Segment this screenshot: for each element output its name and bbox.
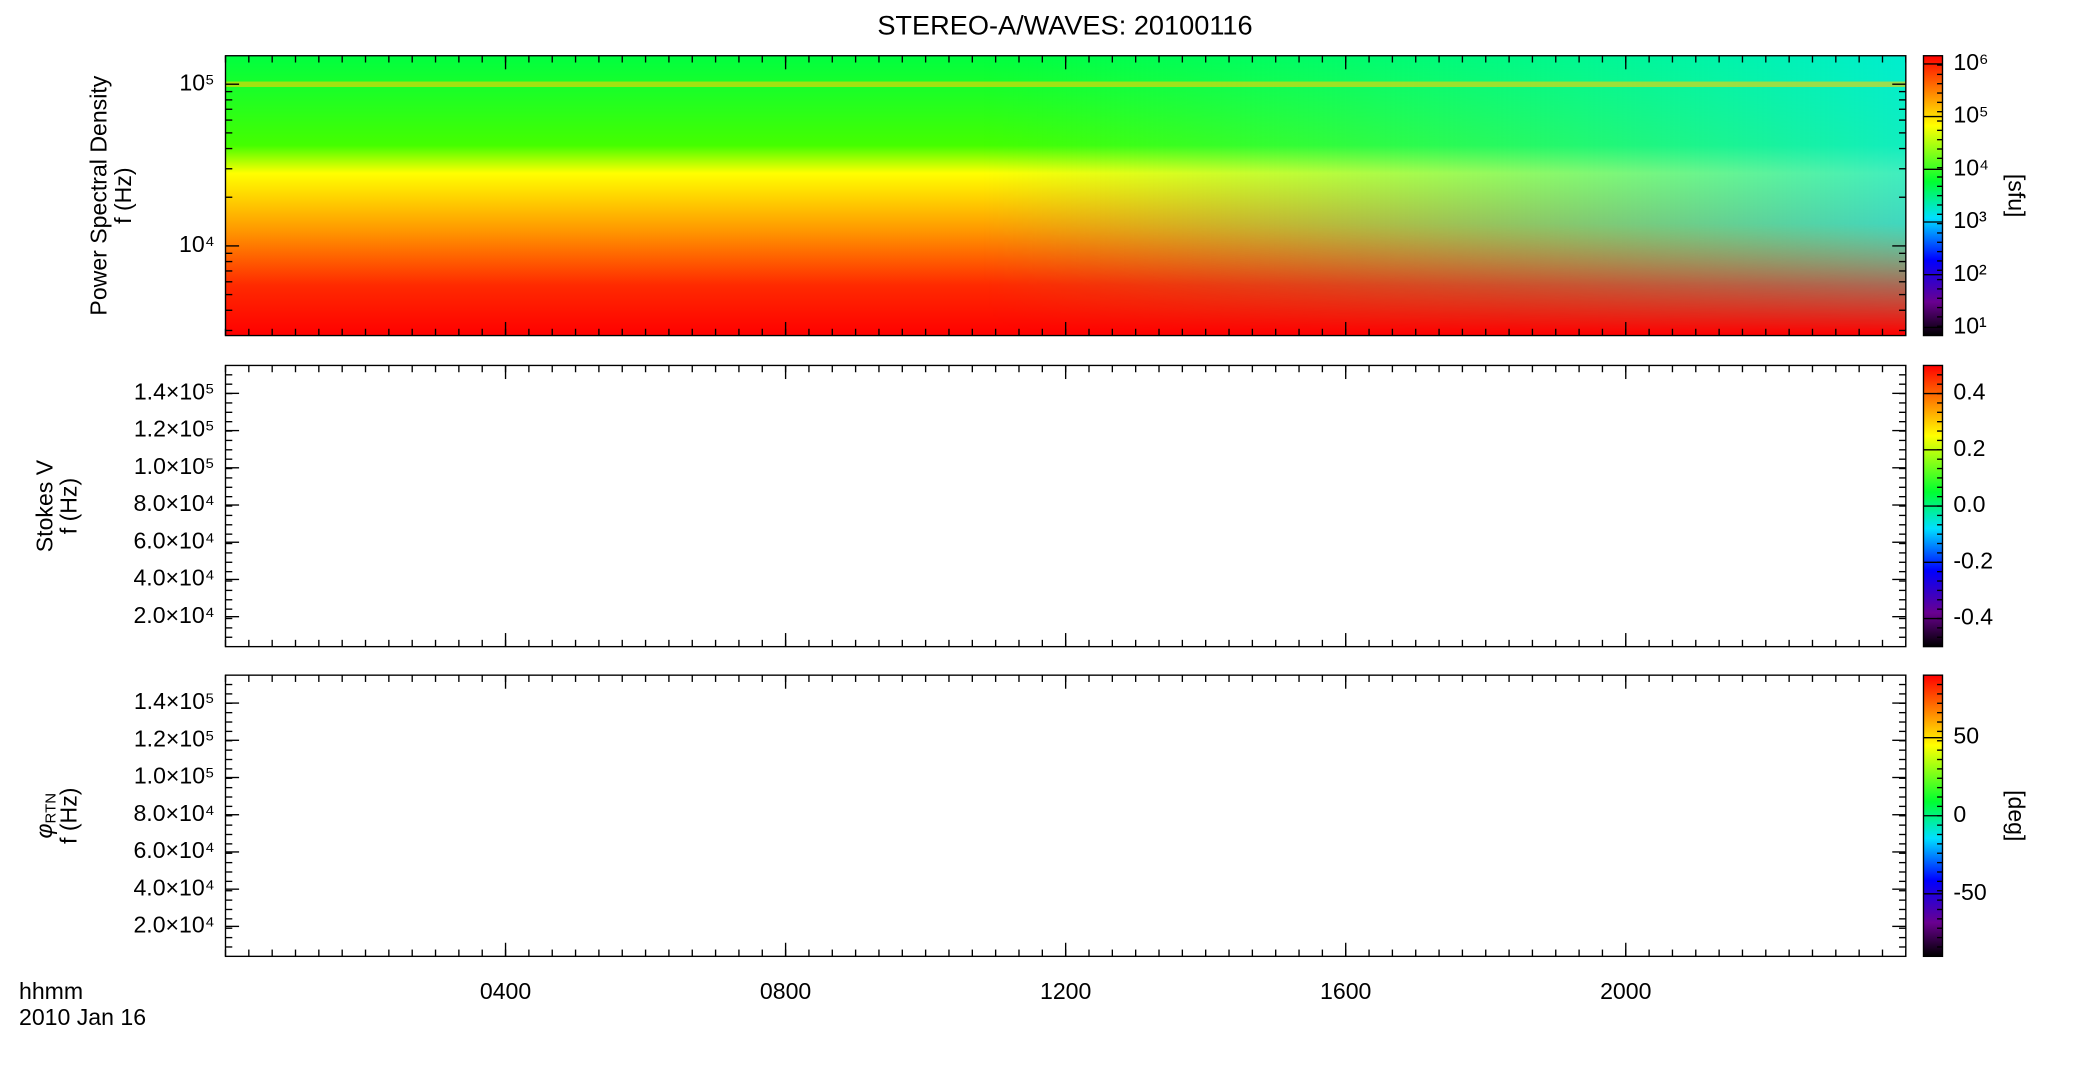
y-tick-label: 4.0×10⁴	[133, 874, 214, 900]
y-axis-label-symbol: φ	[31, 823, 57, 838]
y-axis-label: Power Spectral Density	[86, 75, 112, 315]
x-tick-label: 2000	[1600, 978, 1651, 1004]
y-axis-label: f (Hz)	[56, 478, 82, 534]
colorbar-tick-label: 10²	[1953, 260, 1987, 286]
chart-title: STEREO-A/WAVES: 20100116	[877, 9, 1252, 40]
y-tick-label: 2.0×10⁴	[133, 602, 214, 628]
colorbar-tick-label: 10⁶	[1953, 49, 1988, 75]
y-axis-label: Stokes V	[31, 459, 57, 552]
plot-frame	[224, 364, 1907, 648]
y-axis-label: f (Hz)	[56, 788, 82, 844]
y-tick-label: 1.4×10⁵	[134, 378, 215, 404]
x-axis-label: 2010 Jan 16	[19, 1004, 146, 1030]
y-tick-label: 10⁴	[179, 231, 215, 257]
colorbar-tick-label: 50	[1953, 723, 1979, 749]
colorbar-tick-label: 10¹	[1953, 312, 1987, 338]
y-tick-label: 2.0×10⁴	[133, 911, 214, 937]
spectrogram-band	[225, 81, 1906, 87]
y-tick-label: 1.2×10⁵	[134, 725, 215, 751]
y-tick-label: 6.0×10⁴	[133, 527, 214, 553]
x-tick-label: 1200	[1040, 978, 1091, 1004]
x-tick-label: 0800	[760, 978, 811, 1004]
x-axis-label: hhmm	[19, 978, 83, 1004]
y-tick-label: 1.0×10⁵	[134, 453, 215, 479]
plot-frame	[224, 674, 1907, 958]
y-axis-label: f (Hz)	[110, 167, 136, 223]
y-tick-label: 1.4×10⁵	[134, 688, 215, 714]
y-tick-label: 8.0×10⁴	[133, 800, 214, 826]
spectrogram-shade	[225, 55, 1906, 336]
x-tick-label: 1600	[1320, 978, 1371, 1004]
colorbar-label: [deg]	[2003, 790, 2029, 841]
y-tick-label: 1.2×10⁵	[134, 416, 215, 442]
colorbar-tick-label: 0.4	[1953, 379, 1985, 405]
colorbar-tick-label: -50	[1953, 879, 1986, 905]
x-tick-label: 0400	[480, 978, 531, 1004]
y-axis-label-subscript: RTN	[43, 793, 60, 823]
colorbar-tick-label: 0	[1953, 801, 1966, 827]
colorbar-tick-label: -0.2	[1953, 547, 1993, 573]
y-tick-label: 10⁵	[179, 69, 214, 95]
colorbar-tick-label: 10⁴	[1953, 154, 1989, 180]
colorbar-label: [sfu]	[2003, 174, 2029, 218]
colorbar-tick-label: 0.0	[1953, 491, 1985, 517]
colorbar-tick-label: 10⁵	[1953, 102, 1988, 128]
colorbar-tick-label: -0.4	[1953, 604, 1993, 630]
y-axis-label: φRTN	[31, 793, 59, 839]
y-tick-label: 6.0×10⁴	[133, 837, 214, 863]
colorbar-tick-label: 10³	[1953, 207, 1987, 233]
y-tick-label: 1.0×10⁵	[134, 763, 215, 789]
y-tick-label: 4.0×10⁴	[133, 565, 214, 591]
colorbar-tick-label: 0.2	[1953, 435, 1985, 461]
y-tick-label: 8.0×10⁴	[133, 490, 214, 516]
